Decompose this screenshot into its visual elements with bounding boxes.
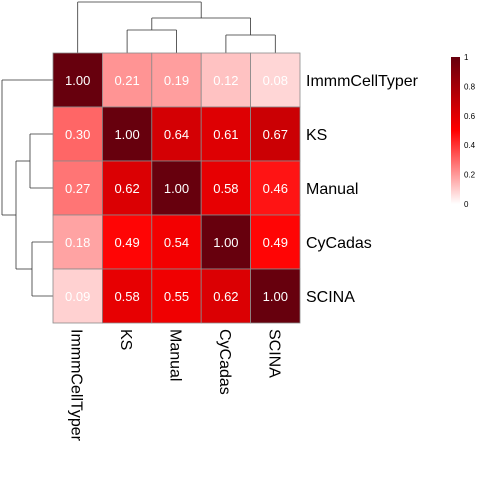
heatmap-cell — [52, 52, 103, 108]
heatmap-cell — [102, 214, 153, 270]
heatmap-cell — [250, 214, 301, 270]
cell-value-label: 0.12 — [213, 73, 238, 88]
column-label: ImmmCellTyper — [68, 329, 85, 442]
cell-value-label: 0.18 — [65, 235, 90, 250]
heatmap-cell — [250, 160, 301, 216]
row-label: Manual — [306, 181, 358, 198]
cell-value-label: 0.09 — [65, 289, 90, 304]
heatmap-cell — [250, 268, 301, 324]
column-dendrogram — [77, 1, 276, 53]
legend-tick-label: 0 — [464, 200, 469, 209]
heatmap-cell — [250, 52, 301, 108]
cell-value-label: 1.00 — [213, 235, 238, 250]
cell-value-label: 1.00 — [263, 289, 288, 304]
cell-value-label: 0.58 — [114, 289, 139, 304]
row-dendrogram — [1, 79, 53, 297]
cell-value-label: 0.19 — [164, 73, 189, 88]
legend-tick-label: 0.2 — [464, 171, 476, 180]
cell-value-label: 1.00 — [114, 127, 139, 142]
color-legend: 1 0.8 0.6 0.4 0.2 0 — [451, 53, 476, 209]
row-label: CyCadas — [306, 235, 372, 252]
cell-value-label: 0.54 — [164, 235, 189, 250]
row-label: KS — [306, 127, 327, 144]
cell-value-label: 0.62 — [114, 181, 139, 196]
legend-tick-label: 1 — [464, 53, 469, 62]
cell-value-label: 0.64 — [164, 127, 189, 142]
heatmap-cell — [52, 106, 103, 162]
cell-value-label: 1.00 — [65, 73, 90, 88]
legend-ticks: 1 0.8 0.6 0.4 0.2 0 — [464, 53, 476, 209]
row-labels: ImmmCellTyper KS Manual CyCadas SCINA — [306, 73, 419, 306]
heatmap-cell — [200, 214, 251, 270]
cell-value-label: 0.30 — [65, 127, 90, 142]
legend-tick-label: 0.4 — [464, 141, 476, 150]
legend-tick-label: 0.8 — [464, 82, 476, 91]
cell-value-label: 0.58 — [213, 181, 238, 196]
row-label: SCINA — [306, 289, 355, 306]
cell-value-label: 0.49 — [263, 235, 288, 250]
cell-value-label: 0.61 — [213, 127, 238, 142]
heatmap-cell — [151, 106, 202, 162]
heatmap-cell — [200, 106, 251, 162]
cell-value-label: 0.67 — [263, 127, 288, 142]
cell-value-label: 0.08 — [263, 73, 288, 88]
column-label: KS — [117, 329, 134, 350]
column-label: SCINA — [265, 329, 282, 378]
heatmap-cell — [52, 268, 103, 324]
heatmap-cells: 1.00 0.21 0.19 0.12 0.08 0.30 1.00 0.64 0.61 0.67… — [52, 52, 301, 324]
cell-value-label: 0.21 — [114, 73, 139, 88]
heatmap-cell — [200, 160, 251, 216]
heatmap-cell — [200, 268, 251, 324]
cell-value-label: 0.27 — [65, 181, 90, 196]
row-label: ImmmCellTyper — [306, 73, 419, 90]
legend-tick-label: 0.6 — [464, 112, 476, 121]
heatmap-cell — [151, 160, 202, 216]
cell-value-label: 0.46 — [263, 181, 288, 196]
cell-value-label: 0.62 — [213, 289, 238, 304]
cell-value-label: 0.49 — [114, 235, 139, 250]
cell-value-label: 1.00 — [164, 181, 189, 196]
heatmap-cell — [151, 268, 202, 324]
column-label: CyCadas — [216, 329, 233, 395]
cell-value-label: 0.55 — [164, 289, 189, 304]
column-labels: ImmmCellTyper KS Manual CyCadas SCINA — [68, 329, 283, 442]
column-label: Manual — [167, 329, 184, 381]
legend-color-bar — [451, 57, 460, 204]
heatmap-cell — [200, 52, 251, 108]
heatmap-cell — [102, 106, 153, 162]
